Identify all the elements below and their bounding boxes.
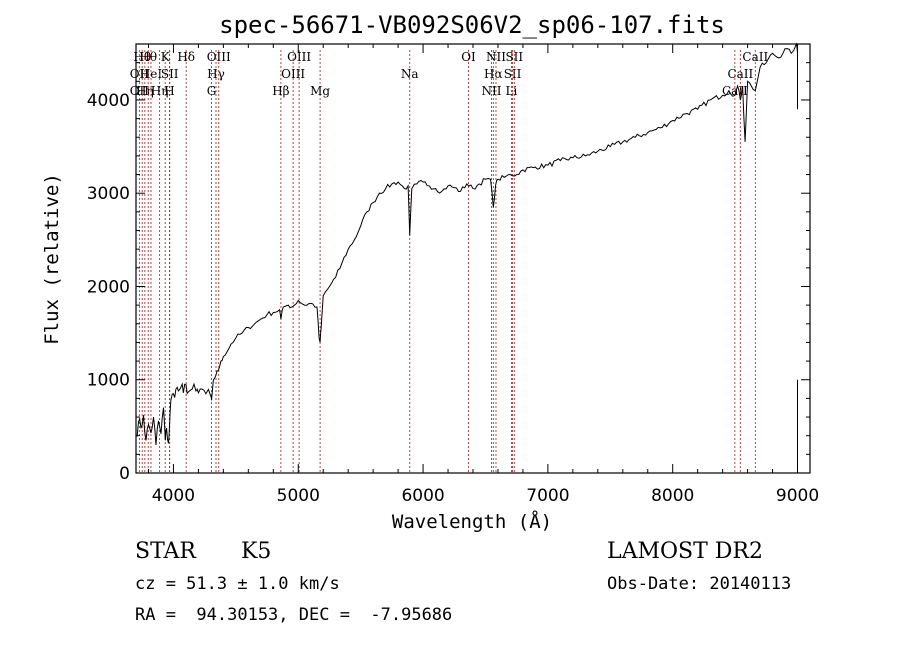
element-line-label: Mg <box>310 84 330 98</box>
element-line-label: Na <box>401 67 419 81</box>
element-line-label: OII <box>130 84 150 98</box>
element-line-label: CaII <box>722 84 748 98</box>
chart-title: spec-56671-VB092S06V2_sp06-107.fits <box>219 11 725 39</box>
x-tick-label: 8000 <box>651 486 694 506</box>
x-tick-label: 4000 <box>152 486 195 506</box>
survey-name: LAMOST DR2 <box>607 539 763 564</box>
element-line-label: K <box>161 50 171 64</box>
y-tick-label: 2000 <box>87 277 130 297</box>
element-line-label: Hθ <box>133 50 151 64</box>
element-line-label: G <box>207 84 217 98</box>
element-line-label: Hη <box>151 84 169 98</box>
element-line-label: NII <box>481 84 501 98</box>
element-line-label: HeI <box>140 67 163 81</box>
x-tick-label: 5000 <box>277 486 320 506</box>
y-tick-label: 1000 <box>87 371 130 391</box>
object-class: STAR <box>135 539 197 564</box>
element-line-label: Hδ <box>177 50 195 64</box>
element-line-label: NII <box>486 50 506 64</box>
element-line-label: SII <box>161 67 179 81</box>
y-tick-label: 0 <box>119 464 130 484</box>
element-line-label: Hβ <box>272 84 289 98</box>
element-line-label: Hγ <box>207 67 225 81</box>
x-tick-label: 9000 <box>776 486 819 506</box>
element-line-label: OI <box>461 50 476 64</box>
y-axis: 0 1000 2000 3000 4000 <box>87 62 810 484</box>
y-axis-label: Flux (relative) <box>41 173 63 345</box>
element-line-label: OII <box>130 67 150 81</box>
element-line-label: CaII <box>727 67 753 81</box>
redshift-cz: cz = 51.3 ± 1.0 km/s <box>135 574 340 594</box>
element-lines: OIIOIIHθHηHθHeIHηKHSIIHδGHγOIIIHβOIIIOII… <box>130 50 768 473</box>
spectrum-series-line <box>136 42 798 473</box>
plot-frame <box>135 43 811 474</box>
x-axis-label: Wavelength (Å) <box>392 510 552 533</box>
observation-date: Obs-Date: 20140113 <box>607 574 791 594</box>
element-line-label: OIII <box>207 50 231 64</box>
x-axis: 4000 5000 6000 7000 8000 9000 <box>147 44 819 506</box>
x-tick-label: 6000 <box>401 486 444 506</box>
subclass: K5 <box>241 539 271 564</box>
element-line-label: CaII <box>742 50 768 64</box>
element-line-label: Li <box>506 84 518 98</box>
element-line-label: Hη <box>136 84 154 98</box>
y-tick-label: 4000 <box>87 91 130 111</box>
element-line-label: SII <box>505 50 523 64</box>
element-line-label: Hα <box>484 67 503 81</box>
element-line-label: OIII <box>287 50 311 64</box>
element-line-label: SII <box>504 67 522 81</box>
y-tick-label: 3000 <box>87 184 130 204</box>
element-line-label: Hθ <box>139 50 157 64</box>
element-line-label: OIII <box>281 67 305 81</box>
ra-dec: RA = 94.30153, DEC = -7.95686 <box>135 605 452 625</box>
x-tick-label: 7000 <box>526 486 569 506</box>
